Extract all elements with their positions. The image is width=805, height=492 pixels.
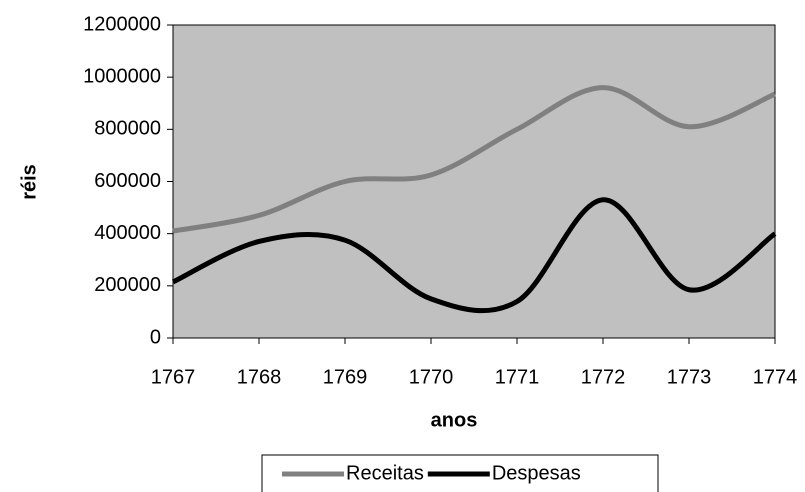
legend-label: Despesas: [492, 462, 581, 484]
y-axis-label: réis: [18, 164, 40, 200]
x-tick-label: 1770: [409, 366, 454, 388]
x-tick-label: 1771: [495, 366, 540, 388]
series-line: [171, 197, 777, 314]
y-tick-label: 0: [150, 326, 161, 348]
x-axis-label: anos: [431, 409, 478, 431]
x-tick-label: 1774: [753, 366, 798, 388]
x-tick-label: 1772: [581, 366, 626, 388]
series-line: [172, 85, 776, 234]
x-tick-label: 1773: [667, 366, 712, 388]
x-tick-label: 1768: [237, 366, 282, 388]
y-tick-label: 800000: [94, 118, 161, 140]
x-tick-label: 1767: [151, 366, 196, 388]
y-tick-label: 1000000: [83, 65, 161, 87]
y-tick-label: 400000: [94, 222, 161, 244]
x-tick-label: 1769: [323, 366, 368, 388]
legend-label: Receitas: [346, 462, 424, 484]
y-tick-label: 1200000: [83, 13, 161, 35]
plot-area: [172, 24, 776, 339]
y-tick-label: 200000: [94, 274, 161, 296]
y-tick-label: 600000: [94, 170, 161, 192]
